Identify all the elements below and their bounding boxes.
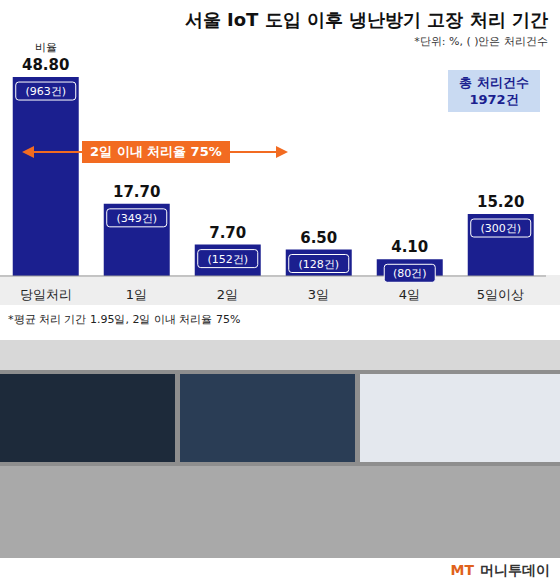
svg-text:4.10: 4.10: [391, 238, 428, 256]
svg-text:(80건): (80건): [393, 267, 427, 280]
html-text:1972건: 1972건: [469, 92, 519, 107]
svg-text:(128건): (128건): [298, 258, 339, 271]
svg-text:48.80: 48.80: [22, 56, 69, 74]
svg-text:(349건): (349건): [116, 212, 157, 225]
html-text:*평균 처리 기간 1.95일, 2일 이내 처리율 75%: *평균 처리 기간 1.95일, 2일 이내 처리율 75%: [8, 313, 241, 326]
svg-text:비율: 비율: [35, 41, 57, 54]
svg-text:1일: 1일: [126, 287, 147, 302]
html-text:서울 IoT 도입 이후 냉난방기 고장 처리 기간: 서울 IoT 도입 이후 냉난방기 고장 처리 기간: [184, 9, 548, 30]
svg-text:4일: 4일: [399, 287, 420, 302]
svg-text:5일이상: 5일이상: [477, 287, 524, 302]
html-text:*단위: %, ( )안은 처리건수: *단위: %, ( )안은 처리건수: [414, 35, 548, 48]
svg-text:3일: 3일: [308, 287, 329, 302]
html-text:2일 이내 처리율 75%: 2일 이내 처리율 75%: [90, 144, 222, 159]
svg-text:15.20: 15.20: [477, 193, 524, 211]
svg-text:7.70: 7.70: [209, 224, 246, 242]
html-text:MT: MT: [450, 562, 474, 578]
svg-text:2일: 2일: [217, 287, 238, 302]
html-text:머니투데이: 머니투데이: [480, 562, 550, 578]
svg-text:17.70: 17.70: [113, 183, 160, 201]
svg-text:당일처리: 당일처리: [20, 287, 72, 302]
svg-text:6.50: 6.50: [300, 229, 337, 247]
svg-text:(152건): (152건): [207, 253, 248, 266]
svg-text:(300건): (300건): [480, 222, 521, 235]
html-text:총 처리건수: 총 처리건수: [459, 75, 529, 90]
svg-text:(963건): (963건): [25, 85, 66, 98]
